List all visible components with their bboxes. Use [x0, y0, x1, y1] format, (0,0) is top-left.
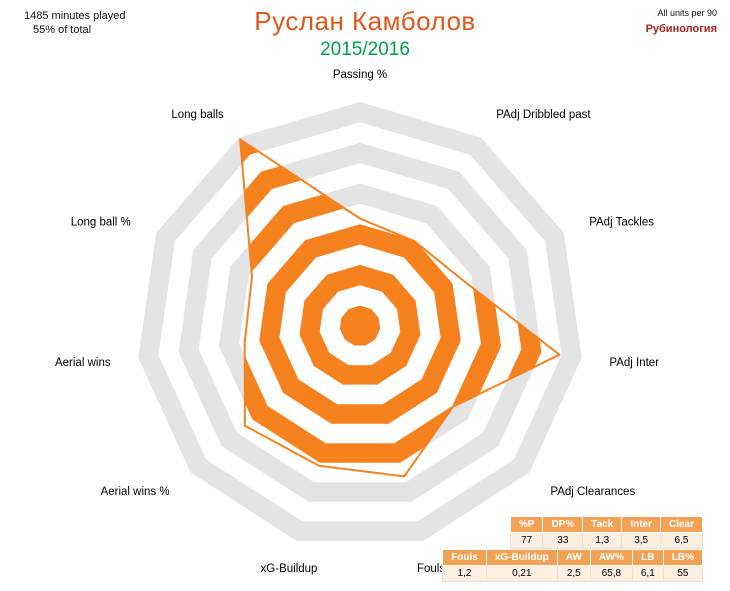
stats-table-2-value-row: 1,2 0,21 2,5 65,8 6,1 55 — [442, 565, 704, 582]
stat-column-header: LB — [631, 549, 664, 566]
stat-column-header: DP% — [542, 516, 584, 533]
stat-column-header: %P — [509, 516, 544, 533]
axis-label-long-ball-%: Long ball % — [71, 216, 131, 228]
stat-column-header: LB% — [662, 549, 704, 566]
axis-label-aerial-wins: Aerial wins — [55, 357, 111, 369]
stats-table-fouls-aerials: Fouls xG-Buildup AW AW% LB LB% 1,2 0,21 2,5 65,8 6… — [442, 549, 704, 582]
units-note-text: All units per 90 — [657, 8, 717, 18]
stats-table-1-value-row: 77 33 1,3 3,5 6,5 — [509, 532, 704, 549]
stat-value: 3,5 — [621, 532, 661, 549]
brand-name-text: Рубинология — [645, 22, 717, 35]
minutes-played-block: 1485 minutes played 55% of total — [24, 10, 126, 38]
axis-label-padj-dribbled-past: PAdj Dribbled past — [496, 109, 591, 121]
stat-column-header: AW% — [589, 549, 633, 566]
stat-value: 33 — [542, 532, 584, 549]
axis-label-long-balls: Long balls — [171, 109, 224, 121]
stat-value: 2,5 — [556, 565, 591, 582]
stat-column-header: Clear — [659, 516, 704, 533]
axis-label-padj-tackles: PAdj Tackles — [589, 216, 654, 228]
axis-label-padj-clearances: PAdj Clearances — [550, 486, 635, 498]
axis-label-xg-buildup: xG-Buildup — [261, 563, 318, 575]
stat-column-header: Fouls — [442, 549, 487, 566]
units-brand-block: All units per 90 Рубинология — [646, 8, 717, 36]
stat-column-header: AW — [556, 549, 591, 566]
stat-column-header: Tack — [582, 516, 623, 533]
stat-column-header: xG-Buildup — [485, 549, 558, 566]
stats-table-passing-defense: %P DP% Tack Inter Clear 77 33 1,3 3,5 6,5 — [509, 516, 704, 549]
stat-value: 77 — [509, 532, 544, 549]
player-area-outline — [239, 138, 561, 478]
player-ring-1 — [339, 305, 381, 346]
stat-value: 6,5 — [659, 532, 704, 549]
axis-label-passing-%: Passing % — [333, 69, 387, 81]
stat-column-header: Inter — [621, 516, 661, 533]
percent-of-total-text: 55% of total — [33, 23, 92, 36]
stat-value: 1,3 — [582, 532, 623, 549]
stat-value: 0,21 — [485, 565, 558, 582]
stat-value: 1,2 — [442, 565, 487, 582]
axis-label-fouls: Fouls — [417, 563, 445, 575]
minutes-played-text: 1485 minutes played — [24, 10, 126, 22]
stats-table-2-header-row: Fouls xG-Buildup AW AW% LB LB% — [442, 549, 704, 566]
stat-value: 6,1 — [631, 565, 664, 582]
stat-value: 65,8 — [589, 565, 633, 582]
stat-value: 55 — [662, 565, 704, 582]
axis-label-aerial-wins-%: Aerial wins % — [101, 486, 170, 498]
stats-table-1-header-row: %P DP% Tack Inter Clear — [509, 516, 704, 533]
axis-label-padj-inter: PAdj Inter — [609, 357, 659, 369]
